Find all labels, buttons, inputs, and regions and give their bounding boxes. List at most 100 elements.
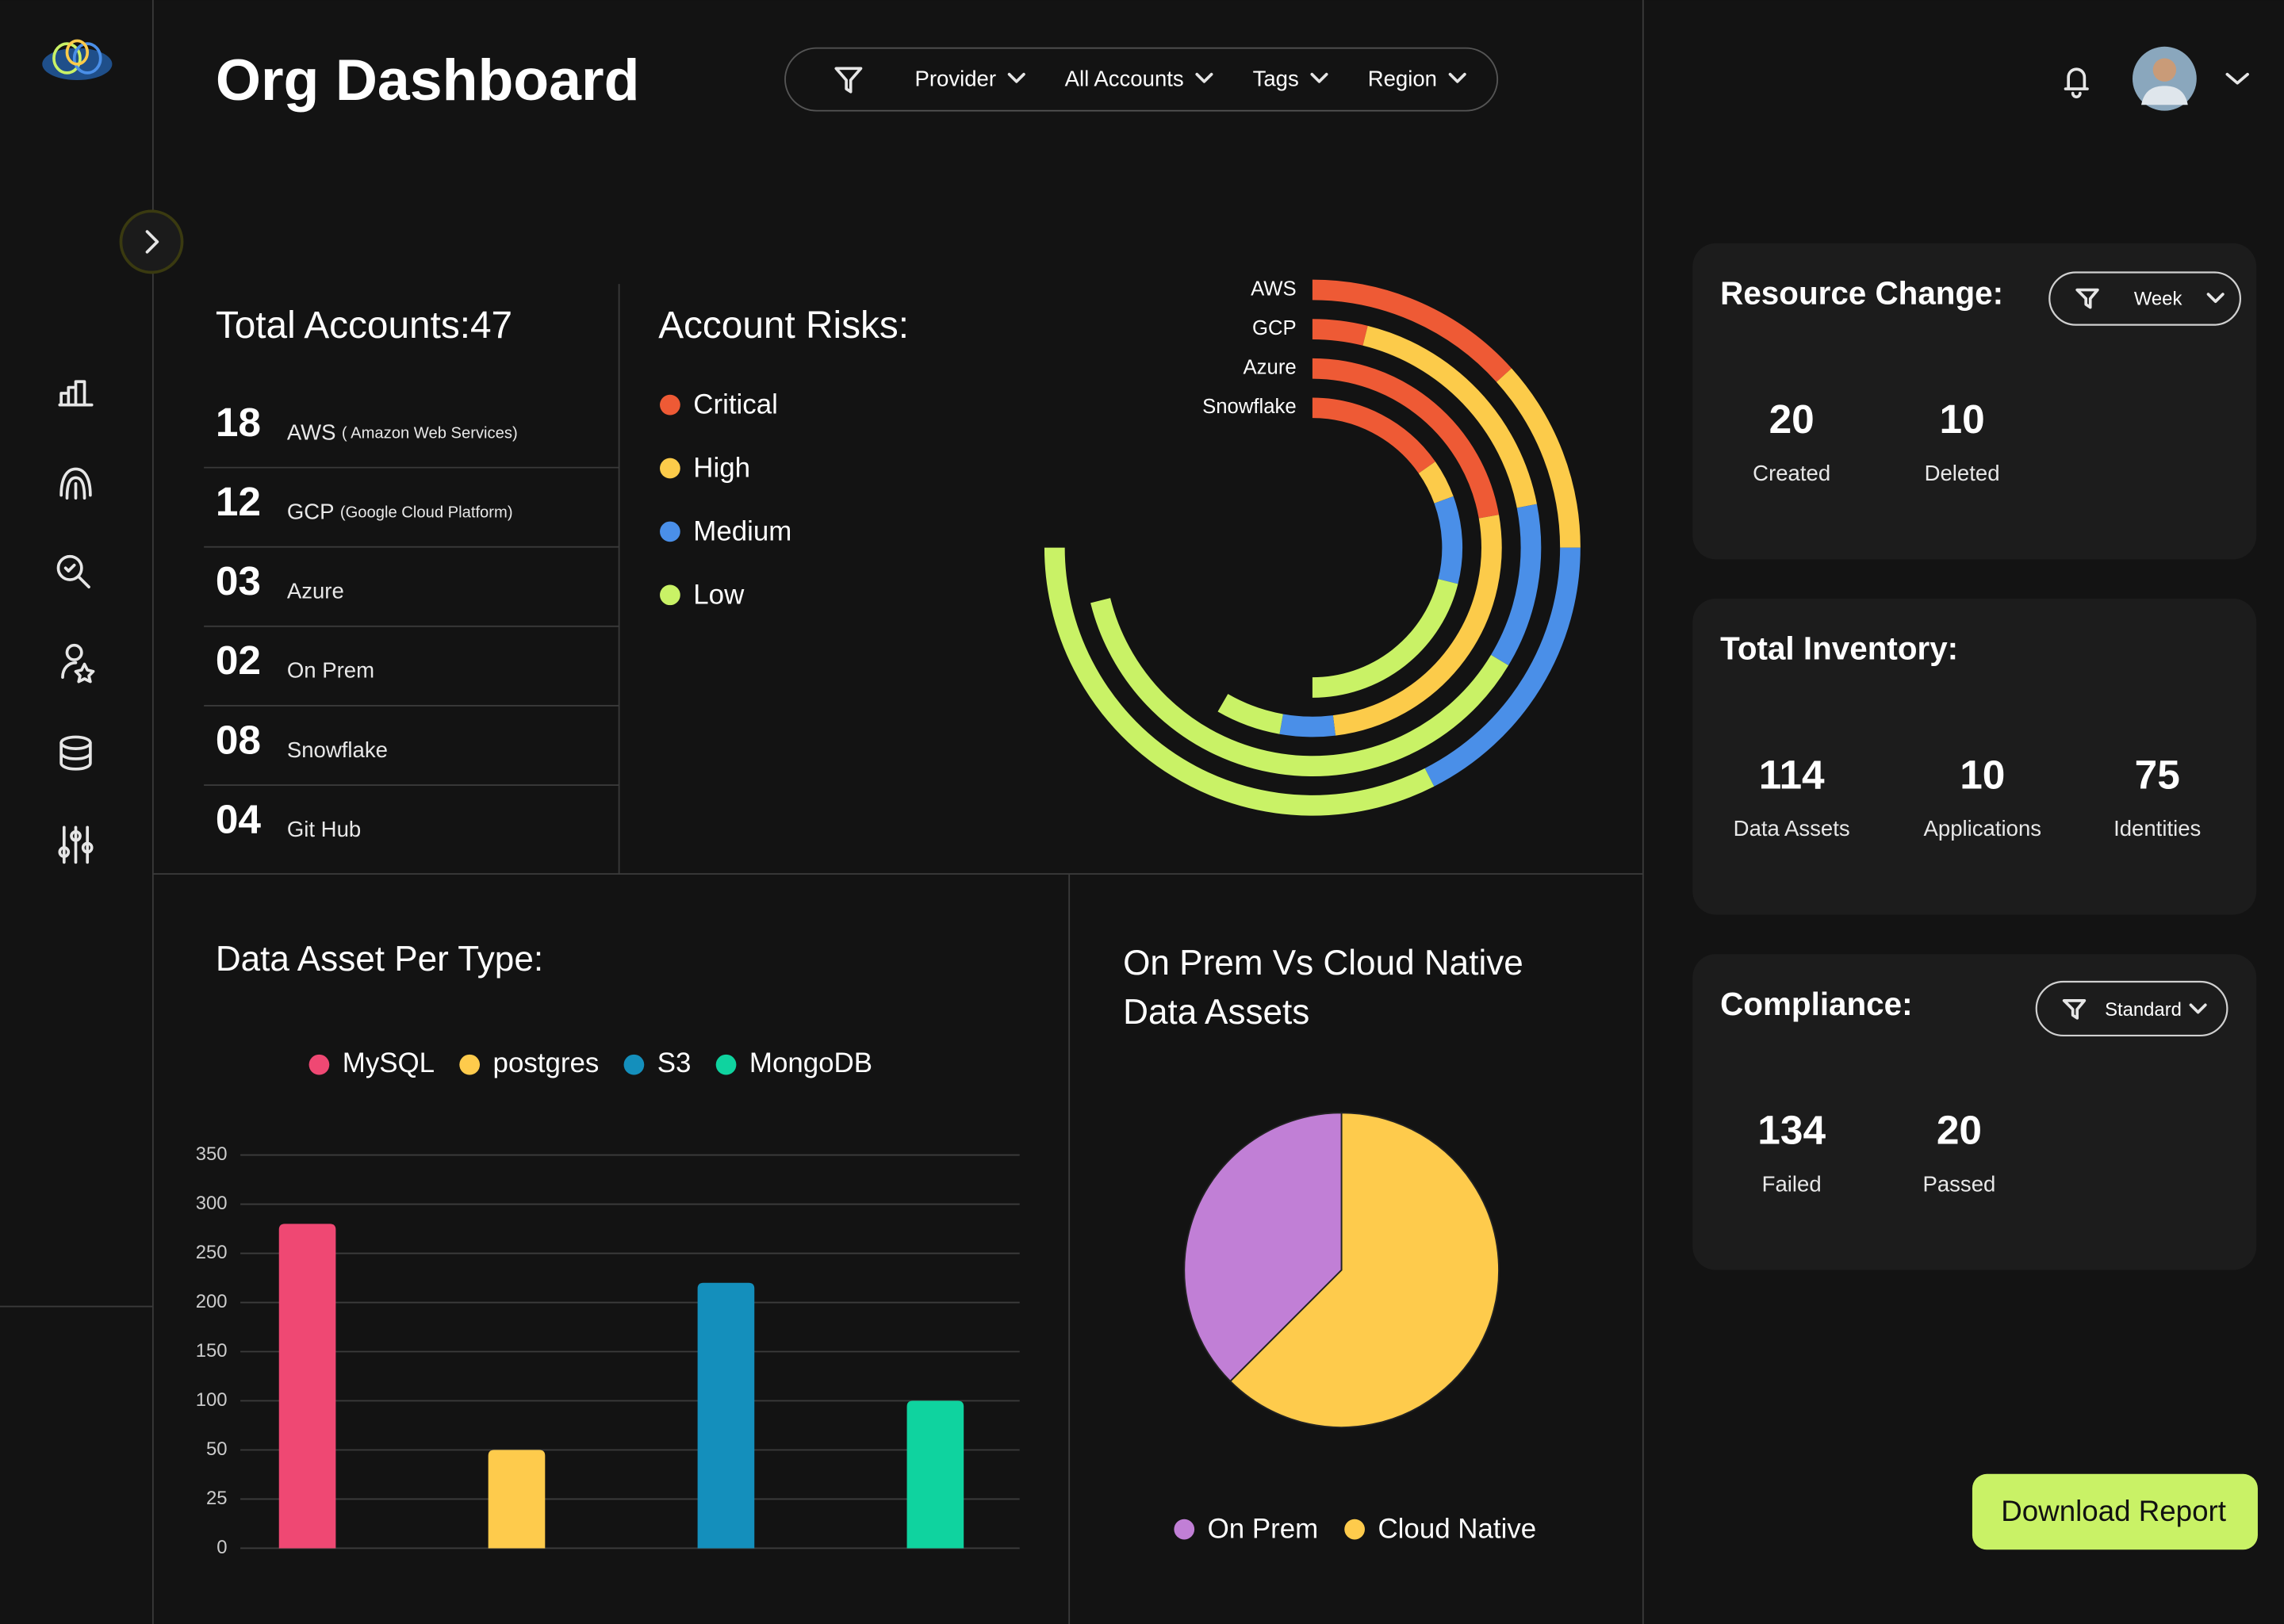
filter-bar <box>784 47 1499 112</box>
stat-value: 10 <box>1939 396 1984 442</box>
icon-fingerprint[interactable] <box>59 467 92 500</box>
legend-dot <box>1344 1519 1365 1540</box>
legend-dot <box>660 458 680 479</box>
ring-label: AWS <box>1251 278 1297 300</box>
account-count: 08 <box>216 716 261 762</box>
risk-arc <box>1424 547 1581 787</box>
filter-icon[interactable] <box>834 67 863 94</box>
provider: Snowflake <box>287 737 388 762</box>
chevron <box>1007 72 1025 83</box>
chevron <box>2189 1003 2207 1014</box>
filter-label: Week <box>2134 289 2182 310</box>
notifications[interactable] <box>2064 67 2089 98</box>
y-tick-label: 50 <box>206 1438 228 1460</box>
risk-arc <box>1362 325 1537 508</box>
risk-arc <box>1312 579 1458 698</box>
legend-label: Cloud Native <box>1378 1514 1537 1545</box>
risk-arc <box>1090 598 1509 776</box>
filter-label: Tags <box>1253 66 1299 90</box>
filter-dropdown[interactable]: Region <box>1368 66 1466 90</box>
week-filter[interactable]: Week <box>2048 271 2241 326</box>
stat-label: Passed <box>1922 1171 1995 1196</box>
legend-label: MySQL <box>343 1048 435 1078</box>
y-tick-label: 0 <box>217 1537 227 1558</box>
account-count: 02 <box>216 637 261 683</box>
y-tick-label: 100 <box>196 1389 228 1411</box>
icon-settings[interactable] <box>58 825 94 864</box>
filter-label: All Accounts <box>1065 66 1184 90</box>
avatar-face <box>2152 58 2177 82</box>
user-menu[interactable] <box>2225 72 2249 85</box>
risk-arc <box>1312 319 1368 346</box>
legend-dot <box>660 521 680 542</box>
y-tick-label: 150 <box>196 1340 228 1362</box>
page-title: Org Dashboard <box>216 47 640 113</box>
icon-analytics[interactable] <box>58 380 94 407</box>
filter-label: Standard <box>2105 999 2182 1021</box>
card-title: Compliance: <box>1720 986 1912 1022</box>
accounts-title: Total Accounts:47 <box>216 304 512 347</box>
stat-value: 20 <box>1937 1107 1982 1153</box>
chevron <box>1195 72 1213 83</box>
download-button[interactable]: Download Report <box>1972 1473 2258 1550</box>
legend-dot <box>660 584 680 606</box>
collapse-chevron <box>145 230 159 254</box>
provider-detail: (Google Cloud Platform) <box>340 504 513 522</box>
filter-dropdown[interactable]: Provider <box>914 66 1025 90</box>
provider: GCP <box>287 500 335 524</box>
standard-filter[interactable]: Standard <box>2035 980 2228 1037</box>
inventory-card <box>1692 598 2257 915</box>
filter-dropdown[interactable]: Tags <box>1253 66 1328 90</box>
risk-arc <box>1312 279 1512 382</box>
logo-part <box>65 39 90 66</box>
stat-value: 134 <box>1757 1107 1826 1153</box>
legend-label: Low <box>693 579 745 610</box>
icon-database[interactable] <box>59 735 92 771</box>
risk-arc <box>1279 714 1336 737</box>
collapse-button[interactable] <box>119 209 184 274</box>
icon-users[interactable] <box>61 643 95 684</box>
ring-label: Azure <box>1244 357 1297 379</box>
filter-dropdown[interactable]: All Accounts <box>1065 66 1213 90</box>
logo[interactable] <box>42 39 113 81</box>
stat-value: 114 <box>1759 751 1825 797</box>
stat-value: 20 <box>1769 396 1815 442</box>
legend-label: High <box>693 453 750 484</box>
stat-label: Identities <box>2113 816 2201 841</box>
avatar[interactable] <box>2132 46 2197 111</box>
legend-label: MongoDB <box>749 1048 872 1078</box>
button-bg <box>1972 1473 2258 1550</box>
y-tick-label: 250 <box>196 1242 228 1263</box>
filter-icon <box>2062 999 2087 1020</box>
provider: Git Hub <box>287 817 361 841</box>
y-tick-label: 200 <box>196 1291 228 1312</box>
resource-card <box>1692 243 2257 560</box>
button-label: Download Report <box>2001 1495 2226 1527</box>
logo-part <box>52 42 82 75</box>
provider: Azure <box>287 579 344 603</box>
legend-label: Critical <box>693 389 778 420</box>
collapse-circle <box>119 209 184 274</box>
card-title: Total Inventory: <box>1720 630 1958 667</box>
y-tick-label: 25 <box>206 1488 228 1509</box>
provider: AWS <box>287 420 336 445</box>
account-name: On Prem <box>287 658 374 683</box>
risk-arc <box>1312 397 1435 474</box>
ring-label: Snowflake <box>1202 396 1297 418</box>
legend-label: Medium <box>693 515 791 546</box>
provider-detail: ( Amazon Web Services) <box>342 425 518 442</box>
icon-search[interactable] <box>56 554 90 589</box>
legend-label: S3 <box>657 1048 692 1078</box>
bar <box>906 1400 964 1549</box>
account-name: AWS ( Amazon Web Services) <box>287 420 518 445</box>
card-title: Resource Change: <box>1720 275 2003 312</box>
risk-arc <box>1217 694 1284 734</box>
account-count: 04 <box>216 795 262 841</box>
pie-slice <box>1183 1112 1343 1383</box>
legend-dot <box>715 1054 737 1075</box>
logo-part <box>72 42 102 75</box>
pie-slice <box>1229 1112 1500 1428</box>
risks-title: Account Risks: <box>658 304 909 347</box>
chevron <box>2206 293 2225 304</box>
